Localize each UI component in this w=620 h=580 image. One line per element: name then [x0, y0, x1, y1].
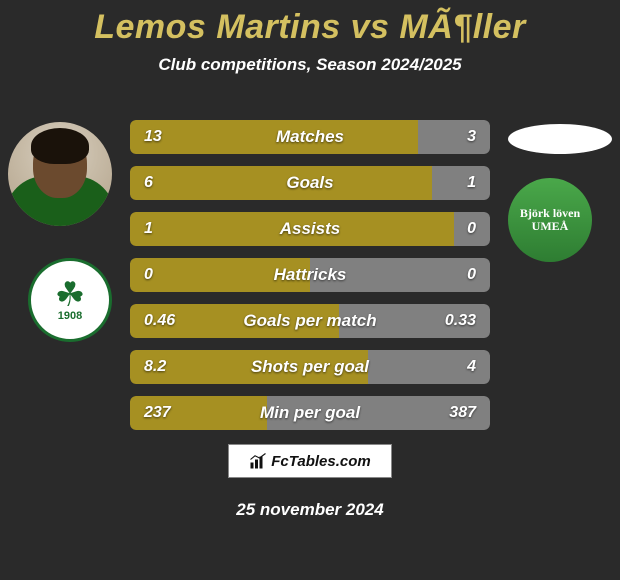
brand-logo: FcTables.com: [228, 444, 392, 478]
brand-text: FcTables.com: [271, 453, 370, 470]
page-subtitle: Club competitions, Season 2024/2025: [0, 55, 620, 75]
stat-label: Hattricks: [130, 258, 490, 292]
stat-label: Shots per goal: [130, 350, 490, 384]
stats-container: 133Matches 61Goals 10Assists 00Hattricks 0.4…: [130, 120, 490, 442]
player-right-placeholder: [508, 124, 612, 154]
stat-row: 237387Min per goal: [130, 396, 490, 430]
stat-label: Assists: [130, 212, 490, 246]
stat-row: 00Hattricks: [130, 258, 490, 292]
bar-chart-icon: [249, 452, 267, 470]
stat-row: 61Goals: [130, 166, 490, 200]
footer-date: 25 november 2024: [0, 500, 620, 520]
stat-label: Matches: [130, 120, 490, 154]
club-left-year: 1908: [58, 310, 82, 322]
player-left-photo: [8, 122, 112, 226]
stat-label: Goals per match: [130, 304, 490, 338]
stat-row: 8.24Shots per goal: [130, 350, 490, 384]
club-left-badge: ☘ 1908: [28, 258, 112, 342]
club-right-text: Björk löven UMEÅ: [508, 207, 592, 233]
stat-row: 133Matches: [130, 120, 490, 154]
stat-label: Min per goal: [130, 396, 490, 430]
stat-row: 10Assists: [130, 212, 490, 246]
stat-label: Goals: [130, 166, 490, 200]
stat-row: 0.460.33Goals per match: [130, 304, 490, 338]
club-right-badge: Björk löven UMEÅ: [508, 178, 592, 262]
page-title: Lemos Martins vs MÃ¶ller: [0, 0, 620, 47]
shamrock-icon: ☘: [55, 278, 85, 312]
